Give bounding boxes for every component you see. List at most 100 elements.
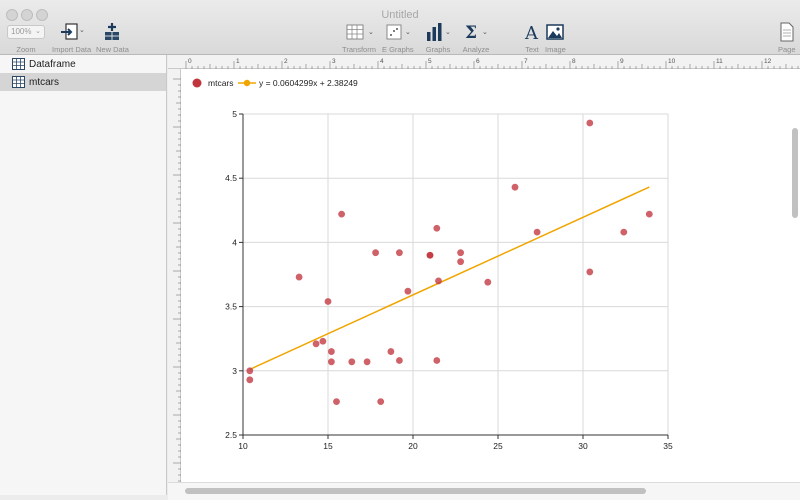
window-title: Untitled bbox=[381, 9, 419, 21]
toolbar: Untitled 100% ⌄ Zoom ⌄ Import Data bbox=[0, 0, 800, 55]
analyze-label: Analyze bbox=[462, 45, 490, 54]
svg-text:⌄: ⌄ bbox=[368, 29, 374, 36]
svg-text:A: A bbox=[524, 23, 539, 42]
close-window-button[interactable] bbox=[6, 9, 18, 21]
regression-line bbox=[249, 186, 650, 371]
legend-marker-fit-dot bbox=[243, 79, 251, 87]
new-data-label: New Data bbox=[96, 45, 129, 54]
data-point bbox=[328, 348, 335, 355]
text-tool-button[interactable]: A Text bbox=[524, 22, 540, 54]
bar-chart-icon: ⌄ bbox=[427, 23, 451, 41]
ruler-label: 1 bbox=[236, 58, 240, 65]
data-point bbox=[433, 224, 441, 232]
analyze-button[interactable]: Σ ⌄ Analyze bbox=[462, 22, 490, 54]
data-point bbox=[586, 119, 594, 127]
y-tick-label: 3 bbox=[232, 366, 237, 376]
data-point bbox=[511, 183, 519, 191]
zoom-select[interactable]: 100% ⌄ bbox=[7, 25, 45, 39]
horizontal-ruler: 0 1 2 3 4 5 6 7 8 9 10 11 12 bbox=[168, 55, 800, 69]
ruler-label: 10 bbox=[668, 58, 676, 65]
ruler-label: 0 bbox=[188, 58, 192, 65]
ruler-label: 6 bbox=[476, 58, 480, 65]
zoom-control[interactable]: 100% ⌄ Zoom bbox=[7, 22, 45, 54]
sidebar-item-dataframe[interactable]: Dataframe bbox=[0, 55, 166, 73]
data-point bbox=[435, 277, 442, 285]
data-point bbox=[533, 228, 541, 236]
sigma-icon: Σ ⌄ bbox=[465, 23, 488, 42]
transform-label: Transform bbox=[342, 45, 376, 54]
zoom-window-button[interactable] bbox=[36, 9, 48, 21]
table-icon bbox=[12, 76, 25, 88]
data-point bbox=[396, 249, 403, 257]
chevron-down-icon: ⌄ bbox=[35, 28, 41, 35]
y-tick-label: 2.5 bbox=[225, 430, 237, 440]
ruler-label: 9 bbox=[620, 58, 624, 65]
vertical-scrollbar[interactable] bbox=[792, 128, 798, 218]
svg-text:⌄: ⌄ bbox=[445, 29, 451, 36]
data-point bbox=[426, 251, 434, 259]
data-point bbox=[338, 210, 345, 218]
y-tick-label: 4.5 bbox=[225, 173, 237, 183]
text-tool-label: Text bbox=[525, 45, 539, 54]
image-icon bbox=[546, 24, 565, 40]
data-point bbox=[372, 249, 379, 257]
e-graphs-label: E Graphs bbox=[382, 45, 414, 54]
import-data-icon: ⌄ bbox=[60, 23, 84, 40]
svg-text:⌄: ⌄ bbox=[405, 29, 411, 36]
data-point bbox=[324, 298, 332, 305]
legend-marker-mtcars bbox=[192, 78, 202, 88]
page-label: Page bbox=[778, 45, 796, 54]
data-point bbox=[333, 398, 340, 406]
data-point bbox=[363, 358, 371, 366]
ruler-label: 8 bbox=[572, 58, 576, 65]
data-point bbox=[484, 278, 492, 286]
data-point bbox=[586, 268, 594, 276]
data-point bbox=[312, 340, 320, 348]
zoom-label: Zoom bbox=[16, 45, 36, 54]
horizontal-ruler-scale: 0 1 2 3 4 5 6 7 8 9 10 11 12 bbox=[185, 58, 799, 69]
graphs-button[interactable]: ⌄ Graphs bbox=[424, 22, 452, 54]
data-point bbox=[396, 357, 403, 364]
new-data-button[interactable]: New Data bbox=[96, 22, 129, 54]
text-icon: A bbox=[524, 23, 539, 42]
legend-label-fit-line: y = 0.0604299x + 2.38249 bbox=[259, 78, 358, 88]
table-icon bbox=[12, 58, 25, 70]
horizontal-scrollbar[interactable] bbox=[185, 488, 646, 494]
image-tool-button[interactable]: Image bbox=[545, 22, 566, 54]
data-point bbox=[377, 398, 385, 406]
data-point bbox=[246, 376, 254, 384]
y-tick-label: 5 bbox=[232, 109, 237, 119]
transform-button[interactable]: ⌄ Transform bbox=[342, 22, 376, 54]
ruler-label: 11 bbox=[716, 58, 723, 65]
e-graphs-button[interactable]: ⌄ E Graphs bbox=[382, 22, 414, 54]
ruler-label: 4 bbox=[380, 58, 384, 65]
vertical-ruler-scale bbox=[173, 78, 181, 494]
sidebar-item-label: Dataframe bbox=[29, 58, 76, 70]
svg-text:⌄: ⌄ bbox=[79, 27, 84, 34]
ruler-label: 2 bbox=[284, 58, 288, 65]
import-data-button[interactable]: ⌄ Import Data bbox=[52, 22, 91, 54]
sidebar: Dataframe mtcars bbox=[0, 55, 167, 495]
y-tick-label: 3.5 bbox=[225, 302, 237, 312]
data-point bbox=[404, 287, 412, 295]
minimize-window-button[interactable] bbox=[21, 9, 33, 21]
page-icon bbox=[780, 22, 794, 42]
x-tick-label: 20 bbox=[408, 441, 418, 451]
x-tick-label: 35 bbox=[663, 441, 673, 451]
sidebar-item-label: mtcars bbox=[29, 76, 59, 88]
zoom-value: 100% bbox=[11, 27, 32, 36]
svg-text:Σ: Σ bbox=[465, 23, 477, 42]
data-point bbox=[319, 337, 327, 345]
import-data-label: Import Data bbox=[52, 45, 92, 54]
page-button[interactable]: Page bbox=[778, 22, 796, 54]
transform-icon: ⌄ bbox=[346, 24, 374, 40]
graphs-label: Graphs bbox=[425, 45, 451, 54]
document-canvas[interactable]: 0 1 2 3 4 5 6 7 8 9 10 11 12 10 15 20 25 30 35 2.5 3 3.5 4 4.5… bbox=[168, 55, 800, 495]
ruler-label: 3 bbox=[332, 58, 336, 65]
x-tick-label: 15 bbox=[323, 441, 333, 451]
sidebar-item-mtcars[interactable]: mtcars bbox=[0, 73, 166, 91]
new-data-icon bbox=[105, 23, 120, 40]
ruler-label: 12 bbox=[764, 58, 772, 65]
ruler-label: 5 bbox=[428, 58, 432, 65]
